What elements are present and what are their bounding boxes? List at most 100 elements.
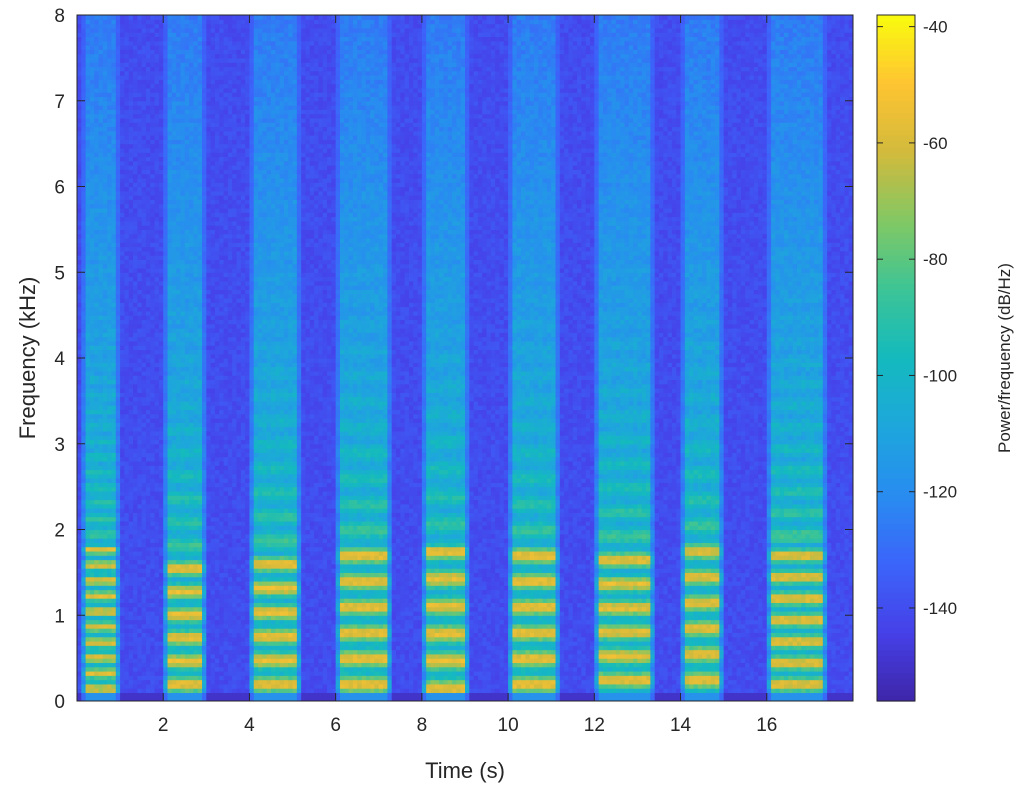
heatmap-cell xyxy=(193,525,198,530)
heatmap-cell xyxy=(172,62,177,67)
heatmap-cell xyxy=(116,84,121,89)
heatmap-cell xyxy=(116,469,121,474)
heatmap-cell xyxy=(172,272,177,277)
heatmap-cell xyxy=(103,349,108,354)
heatmap-cell xyxy=(99,615,104,620)
heatmap-cell xyxy=(120,165,125,170)
heatmap-cell xyxy=(124,302,129,307)
heatmap-cell xyxy=(124,641,129,646)
heatmap-cell xyxy=(172,542,177,547)
heatmap-cell xyxy=(206,461,211,466)
heatmap-cell xyxy=(159,255,164,260)
heatmap-cell xyxy=(168,487,173,492)
heatmap-cell xyxy=(155,585,160,590)
heatmap-cell xyxy=(90,384,95,389)
heatmap-cell xyxy=(193,542,198,547)
heatmap-cell xyxy=(202,452,207,457)
heatmap-cell xyxy=(159,247,164,252)
heatmap-cell xyxy=(124,131,129,136)
heatmap-cell xyxy=(142,114,147,119)
heatmap-cell xyxy=(77,444,82,449)
spectrogram-heatmap xyxy=(77,15,854,702)
heatmap-cell xyxy=(111,114,116,119)
heatmap-cell xyxy=(90,191,95,196)
heatmap-cell xyxy=(103,208,108,213)
heatmap-cell xyxy=(198,504,203,509)
heatmap-cell xyxy=(198,474,203,479)
heatmap-cell xyxy=(185,590,190,595)
heatmap-cell xyxy=(103,405,108,410)
heatmap-cell xyxy=(146,688,151,693)
heatmap-cell xyxy=(116,212,121,217)
heatmap-cell xyxy=(202,92,207,97)
heatmap-cell xyxy=(81,264,86,269)
heatmap-cell xyxy=(146,238,151,243)
heatmap-cell xyxy=(94,66,99,71)
heatmap-cell xyxy=(198,199,203,204)
heatmap-cell xyxy=(172,684,177,689)
heatmap-cell xyxy=(155,238,160,243)
heatmap-cell xyxy=(137,349,142,354)
heatmap-cell xyxy=(116,24,121,29)
heatmap-cell xyxy=(129,414,134,419)
heatmap-cell xyxy=(90,24,95,29)
heatmap-cell xyxy=(99,285,104,290)
heatmap-cell xyxy=(99,311,104,316)
heatmap-cell xyxy=(198,88,203,93)
heatmap-cell xyxy=(81,530,86,535)
heatmap-cell xyxy=(81,345,86,350)
heatmap-cell xyxy=(176,289,181,294)
heatmap-cell xyxy=(90,255,95,260)
heatmap-cell xyxy=(94,62,99,67)
heatmap-cell xyxy=(81,126,86,131)
heatmap-cell xyxy=(172,650,177,655)
heatmap-cell xyxy=(124,469,129,474)
heatmap-cell xyxy=(180,431,185,436)
heatmap-cell xyxy=(107,178,112,183)
heatmap-cell xyxy=(159,358,164,363)
heatmap-cell xyxy=(189,315,194,320)
heatmap-cell xyxy=(159,397,164,402)
heatmap-cell xyxy=(146,547,151,552)
heatmap-cell xyxy=(168,388,173,393)
heatmap-cell xyxy=(180,114,185,119)
heatmap-cell xyxy=(176,191,181,196)
heatmap-cell xyxy=(142,534,147,539)
heatmap-cell xyxy=(99,49,104,54)
heatmap-cell xyxy=(193,628,198,633)
heatmap-cell xyxy=(150,332,155,337)
heatmap-cell xyxy=(185,251,190,256)
heatmap-cell xyxy=(133,401,138,406)
heatmap-cell xyxy=(155,534,160,539)
heatmap-cell xyxy=(99,268,104,273)
heatmap-cell xyxy=(198,598,203,603)
heatmap-cell xyxy=(124,499,129,504)
heatmap-cell xyxy=(211,632,216,637)
heatmap-cell xyxy=(202,482,207,487)
heatmap-cell xyxy=(193,590,198,595)
heatmap-cell xyxy=(103,49,108,54)
heatmap-cell xyxy=(198,448,203,453)
heatmap-cell xyxy=(77,191,82,196)
heatmap-cell xyxy=(202,628,207,633)
heatmap-cell xyxy=(150,568,155,573)
heatmap-cell xyxy=(202,414,207,419)
heatmap-cell xyxy=(77,264,82,269)
heatmap-cell xyxy=(137,332,142,337)
heatmap-cell xyxy=(94,461,99,466)
heatmap-cell xyxy=(120,319,125,324)
heatmap-cell xyxy=(99,358,104,363)
heatmap-cell xyxy=(211,688,216,693)
heatmap-cell xyxy=(142,427,147,432)
heatmap-cell xyxy=(155,371,160,376)
heatmap-cell xyxy=(146,156,151,161)
heatmap-cell xyxy=(185,418,190,423)
heatmap-cell xyxy=(193,397,198,402)
heatmap-cell xyxy=(168,598,173,603)
heatmap-cell xyxy=(124,397,129,402)
heatmap-cell xyxy=(120,632,125,637)
heatmap-cell xyxy=(94,645,99,650)
heatmap-cell xyxy=(185,105,190,110)
heatmap-cell xyxy=(90,658,95,663)
heatmap-cell xyxy=(206,161,211,166)
